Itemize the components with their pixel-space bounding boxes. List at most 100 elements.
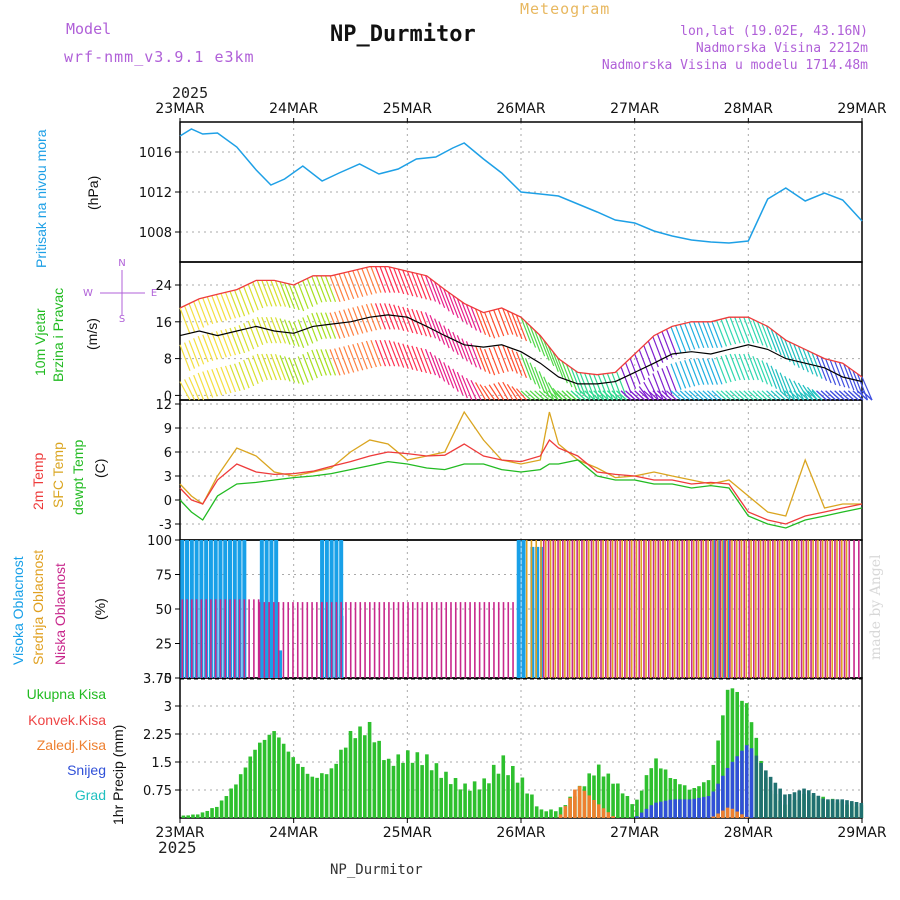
rain-bar [200, 812, 205, 818]
wind-arrow [361, 341, 373, 369]
wind-arrow [511, 312, 523, 340]
rain-bar [544, 811, 549, 818]
snow-bar [740, 750, 744, 818]
wind-arrow [520, 316, 532, 344]
wind-arrow [820, 390, 832, 401]
wind-arrow [529, 390, 541, 401]
wind-arrow [393, 341, 405, 368]
rain-bar [659, 768, 663, 818]
cloud-bar [238, 599, 241, 678]
wind-arrow [388, 266, 400, 294]
cloud-bar [838, 540, 841, 678]
y-tick-label: 24 [155, 279, 172, 294]
cloud-bar [335, 602, 338, 678]
cloud-bar [278, 650, 283, 678]
wind-arrow [747, 353, 759, 381]
cloud-bar [719, 540, 722, 678]
wind-arrow [697, 390, 709, 401]
wind-arrow [370, 339, 382, 367]
snow-bar [654, 802, 658, 818]
snow-bar [668, 799, 673, 818]
cloud-bar [592, 540, 595, 678]
cloud-bar [815, 540, 817, 678]
cloud-bar [321, 602, 323, 678]
wind-arrow [302, 354, 314, 381]
wind-arrow [247, 320, 259, 348]
wind-arrow [634, 353, 646, 381]
rain-bar [639, 790, 644, 818]
cloud-bar [786, 540, 789, 678]
wind-arrow [602, 390, 614, 401]
cloud-bar [330, 602, 333, 678]
wind-arrow [179, 307, 191, 335]
wind-arrow [652, 336, 664, 363]
wind-arrow [788, 341, 800, 369]
cloud-bar [273, 602, 275, 678]
rain-bar [606, 773, 611, 818]
cloud-bar [735, 540, 738, 678]
wind-arrow [661, 390, 673, 401]
wind-arrow [397, 268, 409, 296]
wind-arrow [484, 348, 496, 376]
cloud-bar [259, 540, 264, 678]
cloud-bar [633, 540, 636, 678]
cloud-bar [562, 540, 564, 678]
rain-bar [243, 767, 248, 818]
cloud-bar [831, 540, 834, 678]
wind-arrow [516, 388, 527, 401]
cloud-bar [690, 540, 693, 678]
cloud-bar [664, 540, 666, 678]
time-tick-label-top: 23MAR [155, 101, 204, 117]
model-name: wrf-nmm_v3.9.1 e3km [64, 48, 255, 66]
rain-bar [186, 815, 190, 818]
y-tick-label: 100 [147, 534, 172, 549]
wind-arrow [720, 390, 732, 401]
wind-arrow [365, 267, 377, 294]
cloud-bar [757, 540, 760, 678]
y-tick-label: 1012 [139, 186, 172, 201]
cloud-bar [392, 602, 395, 678]
cloud-bar [186, 599, 188, 678]
wind-arrow [302, 280, 314, 307]
wind-arrow [384, 266, 396, 293]
rain-bar [353, 738, 358, 818]
wind-arrow [616, 390, 627, 401]
cloud-bar [493, 602, 495, 678]
wind-arrow [361, 268, 373, 295]
cloud-bar [326, 602, 328, 678]
rain-bar [725, 689, 730, 818]
wind-arrow [534, 390, 546, 401]
wind-arrow [729, 390, 741, 401]
wind-arrow [847, 390, 859, 401]
rain-bar [420, 765, 424, 818]
wind-arrow [515, 314, 528, 342]
wind-arrow [715, 356, 728, 384]
y-tick-label: 6 [164, 446, 172, 461]
cloud-bar [277, 602, 280, 678]
wind-arrow [197, 372, 209, 400]
wind-arrow [538, 390, 550, 401]
wind-arrow [679, 361, 691, 388]
time-tick-label-bottom: 27MAR [610, 825, 659, 841]
wind-arrow [497, 382, 509, 401]
rain-bar [716, 740, 720, 818]
legend-conv-rain: Konvek.Kisa [28, 712, 106, 728]
snow-bar [768, 776, 773, 818]
cloud-bar [807, 540, 810, 678]
wind-arrow [479, 384, 491, 401]
wind-arrow [256, 280, 268, 307]
frozen-rain-bar [711, 816, 716, 818]
wind-arrow [625, 390, 636, 401]
cloud-bar [445, 602, 448, 678]
frozen-rain-bar [730, 808, 735, 818]
wind-arrow [770, 365, 782, 393]
rain-bar [391, 765, 396, 818]
cloud-bar [469, 602, 471, 678]
rain-bar [229, 788, 233, 818]
rain-bar [553, 811, 558, 818]
cloud-bar [530, 540, 533, 678]
wind-arrow [179, 381, 191, 401]
wind-arrow [561, 360, 573, 388]
legend-frozen-rain: Zaledj.Kisa [36, 737, 106, 753]
rain-bar [735, 691, 739, 818]
